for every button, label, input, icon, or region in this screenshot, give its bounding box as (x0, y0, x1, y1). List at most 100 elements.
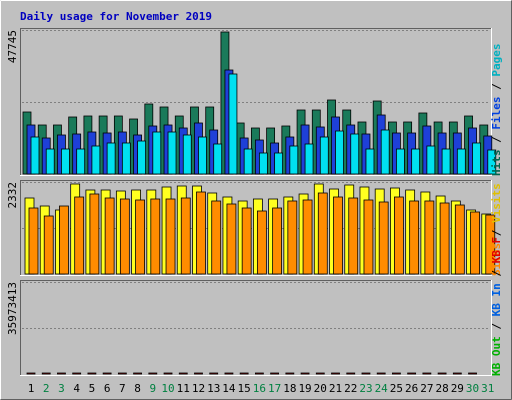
bar-sites-day-19 (302, 199, 313, 275)
bar-sites-day-16 (256, 210, 267, 275)
bar-sites-day-30 (470, 211, 480, 275)
bar-sites-day-1 (28, 207, 39, 275)
bar-sites-day-14 (226, 203, 237, 275)
legend-separator: / (490, 77, 503, 97)
bar-kb-f-day-24 (376, 372, 386, 375)
bar-kb-f-day-11 (178, 372, 188, 375)
y-axis-max-label: 2332 (6, 182, 19, 209)
y-axis-max-label: 47745 (6, 30, 19, 63)
x-tick-label-27: 27 (420, 382, 433, 395)
bar-sites-day-5 (89, 193, 100, 275)
bar-kb-f-day-21 (331, 372, 340, 375)
x-tick-label-12: 12 (192, 382, 205, 395)
bar-sites-day-22 (348, 197, 359, 275)
bar-sites-day-11 (180, 197, 191, 275)
x-tick-label-5: 5 (89, 382, 96, 395)
bar-pages-day-21 (335, 130, 344, 175)
bar-kb-f-day-2 (41, 372, 51, 375)
legend-separator: / (490, 223, 503, 243)
bar-pages-day-2 (45, 148, 55, 175)
x-tick-label-14: 14 (222, 382, 236, 395)
chart-panel-1: 47745 Hits / Files / Pages (6, 28, 503, 176)
x-tick-label-25: 25 (390, 382, 403, 395)
legend-separator: / (490, 316, 503, 336)
bar-pages-day-10 (167, 131, 177, 175)
x-tick-label-4: 4 (73, 382, 80, 395)
bar-kb-f-day-9 (148, 372, 158, 375)
bar-sites-day-27 (424, 200, 435, 275)
x-tick-label-29: 29 (451, 382, 464, 395)
bar-sites-day-4 (74, 196, 85, 275)
legend-separator: / (490, 130, 503, 150)
x-tick-label-15: 15 (238, 382, 251, 395)
legend-3: KB Out / KB In / KB F (490, 237, 503, 376)
bar-pages-day-27 (426, 145, 436, 175)
bar-sites-day-7 (119, 198, 130, 275)
legend-item-sites: Sites (490, 243, 503, 276)
x-tick-label-17: 17 (268, 382, 281, 395)
bar-sites-day-18 (287, 200, 298, 275)
bar-sites-day-12 (196, 191, 206, 275)
bar-sites-day-8 (135, 199, 145, 275)
bar-kb-f-day-3 (57, 372, 66, 375)
legend-2: Sites / Visits (490, 183, 503, 276)
x-tick-label-3: 3 (58, 382, 65, 395)
bar-pages-day-1 (30, 136, 40, 175)
chart-panel-3: 35973413 KB Out / KB In / KB F (6, 237, 503, 376)
chart-panels: 47745 Hits / Files / Pages 2332 Sites / Vis… (6, 28, 503, 376)
bar-pages-day-13 (213, 143, 223, 175)
bar-kb-f-day-30 (468, 372, 477, 375)
x-tick-label-6: 6 (104, 382, 111, 395)
bar-kb-f-day-10 (163, 372, 173, 375)
bar-pages-day-17 (274, 152, 284, 175)
x-tick-label-20: 20 (314, 382, 327, 395)
bar-kb-f-day-12 (194, 372, 203, 375)
legend-separator: / (490, 263, 503, 283)
x-tick-label-11: 11 (177, 382, 190, 395)
legend-item-kb-f: KB F (490, 237, 503, 264)
bar-pages-day-23 (365, 148, 375, 175)
bar-sites-day-31 (485, 214, 496, 275)
bar-pages-day-18 (289, 145, 299, 175)
bar-kb-f-day-29 (452, 372, 462, 375)
bar-kb-f-day-14 (224, 372, 234, 375)
x-tick-label-18: 18 (283, 382, 296, 395)
legend-item-hits: Hits (490, 150, 503, 177)
legend-item-kb-in: KB In (490, 283, 503, 316)
bar-pages-day-29 (456, 148, 466, 175)
bar-sites-day-20 (317, 192, 328, 275)
bar-pages-day-26 (411, 148, 421, 175)
x-tick-label-23: 23 (359, 382, 372, 395)
bar-pages-day-8 (137, 140, 146, 175)
bar-kb-f-day-13 (209, 372, 219, 375)
bar-kb-f-day-16 (254, 372, 264, 375)
bar-sites-day-28 (439, 202, 450, 275)
x-tick-label-24: 24 (375, 382, 389, 395)
x-tick-label-9: 9 (149, 382, 156, 395)
x-tick-label-19: 19 (298, 382, 311, 395)
bar-kb-f-day-1 (26, 372, 36, 375)
x-tick-label-1: 1 (28, 382, 35, 395)
bar-kb-f-day-7 (117, 372, 127, 375)
bar-pages-day-28 (441, 148, 451, 175)
bar-sites-day-13 (211, 200, 222, 275)
bar-pages-day-19 (304, 143, 314, 175)
x-tick-label-28: 28 (435, 382, 448, 395)
bar-pages-day-12 (198, 136, 207, 175)
x-tick-label-30: 30 (466, 382, 479, 395)
bar-kb-f-day-15 (239, 372, 249, 375)
chart-title: Daily usage for November 2019 (20, 10, 212, 23)
bar-kb-f-day-20 (315, 372, 325, 375)
bar-kb-f-day-4 (72, 372, 82, 375)
bar-kb-f-day-8 (133, 372, 142, 375)
bar-pages-day-25 (396, 148, 405, 175)
bar-kb-f-day-23 (361, 372, 371, 375)
bar-kb-f-day-5 (87, 372, 97, 375)
bar-kb-f-day-18 (285, 372, 295, 375)
legend-item-pages: Pages (490, 44, 503, 77)
bar-sites-day-26 (409, 200, 420, 275)
bar-sites-day-15 (241, 207, 252, 275)
x-tick-label-10: 10 (161, 382, 174, 395)
bar-sites-day-2 (43, 215, 54, 275)
